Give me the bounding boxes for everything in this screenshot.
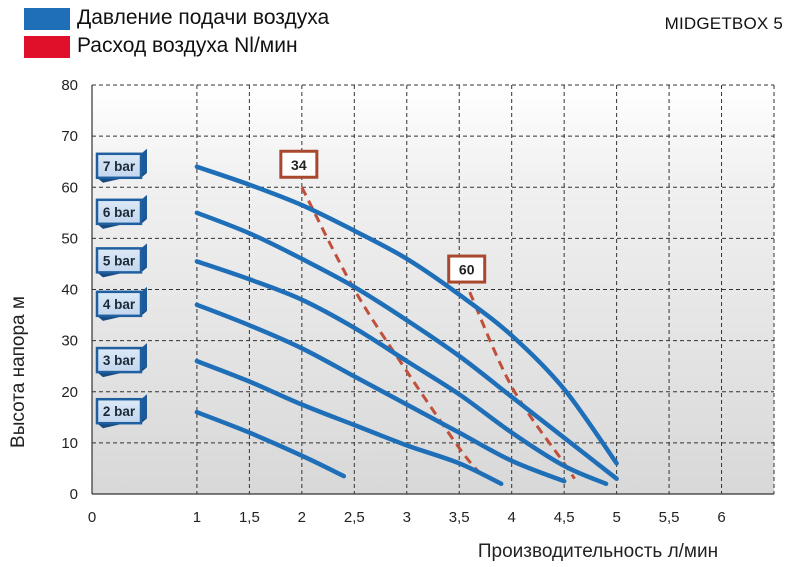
x-tick-label: 0 [88, 509, 96, 526]
pressure-3-bar-line [194, 358, 504, 487]
y-tick-label: 50 [61, 230, 78, 247]
legend-swatch-air-pressure [24, 8, 70, 30]
pressure-7-bar-line [194, 164, 619, 466]
x-tick-label: 6 [717, 509, 725, 526]
y-axis-title: Высота напора м [8, 296, 29, 448]
air-consumption-34-label: 34 [291, 157, 307, 173]
y-tick-label: 20 [61, 384, 78, 401]
pressure-6-bar-line [194, 210, 619, 481]
legend-label-air-pressure: Давление подачи воздуха [77, 6, 330, 29]
y-tick-label: 0 [70, 486, 78, 503]
x-axis-title: Производительность л/мин [478, 541, 718, 562]
pressure-5-bar-badge: 5 bar [95, 243, 147, 278]
air-consumption-34-label-box [279, 149, 319, 179]
product-name: MIDGETBOX 5 [664, 14, 783, 33]
air-consumption-34-line [300, 186, 482, 475]
air-consumption-60-label: 60 [459, 262, 475, 278]
pressure-3-bar-badge: 3 bar [95, 343, 147, 378]
legend-swatch-air-consumption [24, 36, 70, 58]
pressure-2-bar-label: 2 bar [103, 404, 136, 419]
pressure-7-bar-label: 7 bar [103, 159, 136, 174]
x-tick-label: 2 [298, 509, 306, 526]
pressure-5-bar-label: 5 bar [103, 253, 136, 268]
legend-label-air-consumption: Расход воздуха Nl/мин [77, 34, 298, 57]
y-tick-label: 10 [61, 435, 78, 452]
pressure-4-bar-line [194, 302, 567, 484]
y-tick-label: 30 [61, 333, 78, 350]
y-tick-label: 70 [61, 128, 78, 145]
y-tick-label: 40 [61, 282, 78, 299]
air-consumption-60-line [468, 291, 576, 480]
pressure-4-bar-label: 4 bar [103, 297, 136, 312]
y-tick-label: 80 [61, 77, 78, 94]
pressure-4-bar-badge: 4 bar [95, 286, 147, 321]
x-tick-label: 4,5 [554, 509, 575, 526]
pressure-5-bar-line [194, 259, 609, 487]
x-tick-label: 1 [193, 509, 201, 526]
pressure-2-bar-badge: 2 bar [95, 394, 147, 429]
x-tick-label: 1,5 [239, 509, 260, 526]
x-tick-label: 3,5 [449, 509, 470, 526]
pressure-2-bar-line [194, 409, 347, 479]
x-tick-label: 5,5 [659, 509, 680, 526]
x-tick-label: 3 [403, 509, 411, 526]
air-consumption-60-label-box [447, 254, 487, 284]
x-tick-label: 4 [508, 509, 516, 526]
y-tick-label: 60 [61, 179, 78, 196]
plot-background [92, 85, 774, 494]
pressure-7-bar-badge: 7 bar [95, 148, 147, 183]
pressure-6-bar-badge: 6 bar [95, 194, 147, 229]
pressure-6-bar-label: 6 bar [103, 205, 136, 220]
pressure-3-bar-label: 3 bar [103, 353, 136, 368]
x-tick-label: 2,5 [344, 509, 365, 526]
x-tick-label: 5 [612, 509, 620, 526]
